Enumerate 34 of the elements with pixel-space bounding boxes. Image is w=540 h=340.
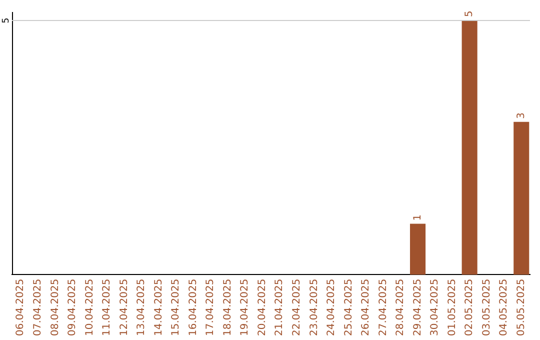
x-tick-label: 26.04.2025 [360, 278, 372, 336]
x-tick-label: 28.04.2025 [395, 278, 406, 336]
x-tick-label: 29.04.2025 [412, 278, 424, 336]
x-tick-label: 02.05.2025 [464, 278, 476, 336]
x-tick-label: 09.04.2025 [67, 278, 78, 336]
data-label: 5 [464, 10, 476, 17]
x-tick-label: 08.04.2025 [50, 278, 61, 336]
x-tick-label: 21.04.2025 [274, 278, 286, 336]
x-tick-label: 18.04.2025 [222, 278, 234, 336]
x-tick-label: 24.04.2025 [326, 278, 338, 336]
x-tick-label: 11.04.2025 [102, 278, 113, 336]
x-tick-label: 30.04.2025 [430, 278, 441, 336]
x-tick-label: 17.04.2025 [205, 278, 216, 336]
x-tick-label: 01.05.2025 [446, 278, 458, 336]
ref-line-label: 5 [1, 18, 12, 24]
x-tick-label: 04.05.2025 [498, 278, 510, 336]
data-label: 1 [412, 214, 424, 221]
x-tick-label: 15.04.2025 [170, 278, 182, 336]
x-tick-label: 12.04.2025 [118, 278, 130, 336]
x-tick-label: 07.04.2025 [32, 278, 44, 336]
x-tick-label: 23.04.2025 [308, 278, 320, 336]
x-tick-label: 27.04.2025 [378, 278, 389, 336]
x-tick-label: 20.04.2025 [256, 278, 268, 336]
x-tick-label: 03.05.2025 [481, 278, 492, 336]
x-tick-label: 10.04.2025 [84, 278, 96, 336]
x-tick-label: 16.04.2025 [188, 278, 199, 336]
data-label: 3 [516, 112, 527, 119]
x-tick-label: 06.04.2025 [15, 278, 26, 336]
x-tick-label: 14.04.2025 [153, 278, 164, 336]
x-tick-label: 25.04.2025 [343, 278, 354, 336]
x-tick-label: 13.04.2025 [136, 278, 148, 336]
x-tick-label: 05.05.2025 [516, 278, 527, 336]
x-tick-label: 22.04.2025 [291, 278, 302, 336]
x-tick-label: 19.04.2025 [240, 278, 251, 336]
